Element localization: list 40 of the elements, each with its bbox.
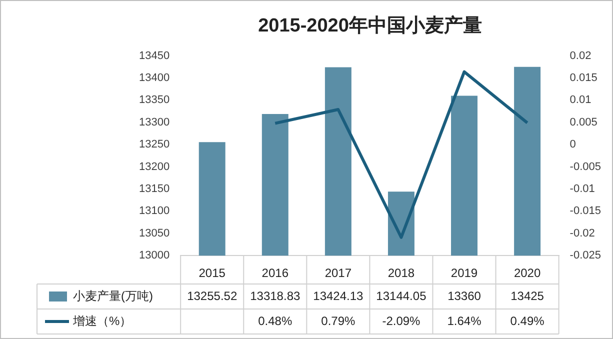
y-tick-label: 13400	[138, 72, 170, 84]
x-tick-label: 2017	[324, 266, 352, 280]
y-tick-label: 13350	[138, 94, 170, 106]
y2-tick-label: -0.005	[570, 160, 602, 173]
y2-tick-label: 0.02	[570, 50, 592, 62]
y2-tick-label: -0.015	[570, 205, 602, 218]
y2-tick-label: 0	[570, 138, 576, 151]
y-tick-label: 13200	[138, 160, 170, 173]
y2-tick-label: 0.01	[570, 94, 592, 106]
y2-tick-label: -0.025	[570, 250, 602, 262]
data-label: 1.64%	[447, 314, 482, 328]
y-tick-label: 13450	[138, 50, 170, 62]
data-label: 0.79%	[321, 314, 356, 328]
x-tick-label: 2020	[514, 266, 541, 280]
y2-tick-label: -0.01	[570, 183, 595, 196]
data-label: 0.48%	[258, 314, 292, 328]
data-label: 13318.83	[250, 288, 300, 303]
legend-label: 增速（%）	[72, 314, 132, 328]
x-tick-label: 2016	[262, 266, 289, 280]
y-tick-label: 13100	[138, 205, 170, 218]
data-label: 13360	[448, 288, 482, 303]
x-tick-label: 2015	[198, 266, 226, 280]
data-label: -2.09%	[382, 314, 421, 328]
y-tick-label: 13050	[138, 227, 170, 240]
chart-title: 2015-2020年中国小麦产量	[258, 14, 482, 37]
y2-tick-label: -0.02	[570, 227, 595, 240]
data-label: 13425	[510, 288, 544, 303]
x-tick-label: 2018	[388, 266, 415, 280]
y2-tick-label: 0.005	[570, 116, 598, 128]
data-label: 13255.52	[187, 288, 238, 303]
data-label: 0.49%	[510, 314, 545, 328]
y-tick-label: 13000	[138, 250, 170, 262]
data-label: 13424.13	[313, 288, 364, 303]
data-label: 13144.05	[376, 288, 427, 303]
y-tick-label: 13300	[138, 116, 170, 128]
legend-label: 小麦产量(万吨)	[73, 288, 153, 303]
y2-tick-label: 0.015	[570, 72, 598, 84]
x-tick-label: 2019	[450, 266, 478, 280]
y-tick-label: 13250	[138, 138, 170, 151]
y-tick-label: 13150	[138, 183, 170, 196]
